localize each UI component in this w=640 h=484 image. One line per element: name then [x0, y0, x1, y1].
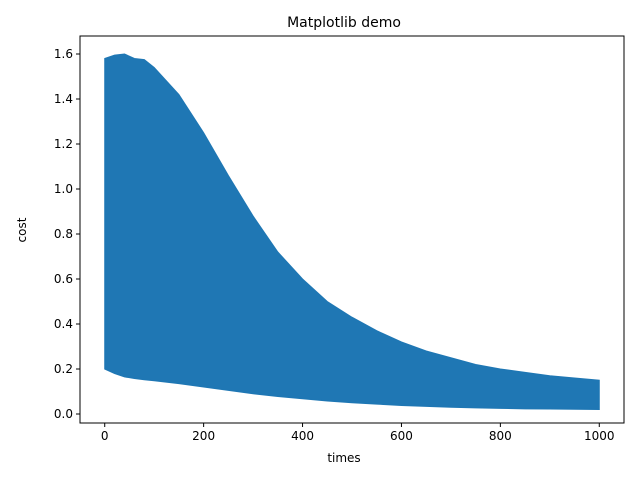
- chart-title: Matplotlib demo: [287, 15, 401, 31]
- y-tick-label: 0.2: [54, 362, 73, 376]
- y-tick-label: 1.6: [54, 47, 73, 61]
- y-tick-label: 0.4: [54, 317, 73, 331]
- y-tick-label: 0.6: [54, 272, 73, 286]
- x-tick-label: 0: [101, 429, 109, 443]
- y-tick-label: 1.2: [54, 137, 73, 151]
- axes: 0 200 400 600 800 1000 0.0 0.2 0.4 0.6 0.8 1.0 1.2 1.…: [54, 35, 625, 443]
- y-tick-label: 1.4: [54, 92, 73, 106]
- plot-area: [104, 53, 600, 411]
- y-axis-label: cost: [15, 217, 29, 242]
- y-tick-label: 1.0: [54, 182, 73, 196]
- x-tick-label: 400: [291, 429, 314, 443]
- x-tick-label: 200: [192, 429, 215, 443]
- x-tick-label: 600: [390, 429, 413, 443]
- x-axis-label: times: [327, 451, 360, 465]
- y-tick-label: 0.8: [54, 227, 73, 241]
- x-tick-label: 800: [489, 429, 512, 443]
- axes-frame: [79, 35, 625, 424]
- series-band-0: [104, 53, 600, 411]
- y-tick-label: 0.0: [54, 407, 73, 421]
- x-tick-label: 1000: [584, 429, 615, 443]
